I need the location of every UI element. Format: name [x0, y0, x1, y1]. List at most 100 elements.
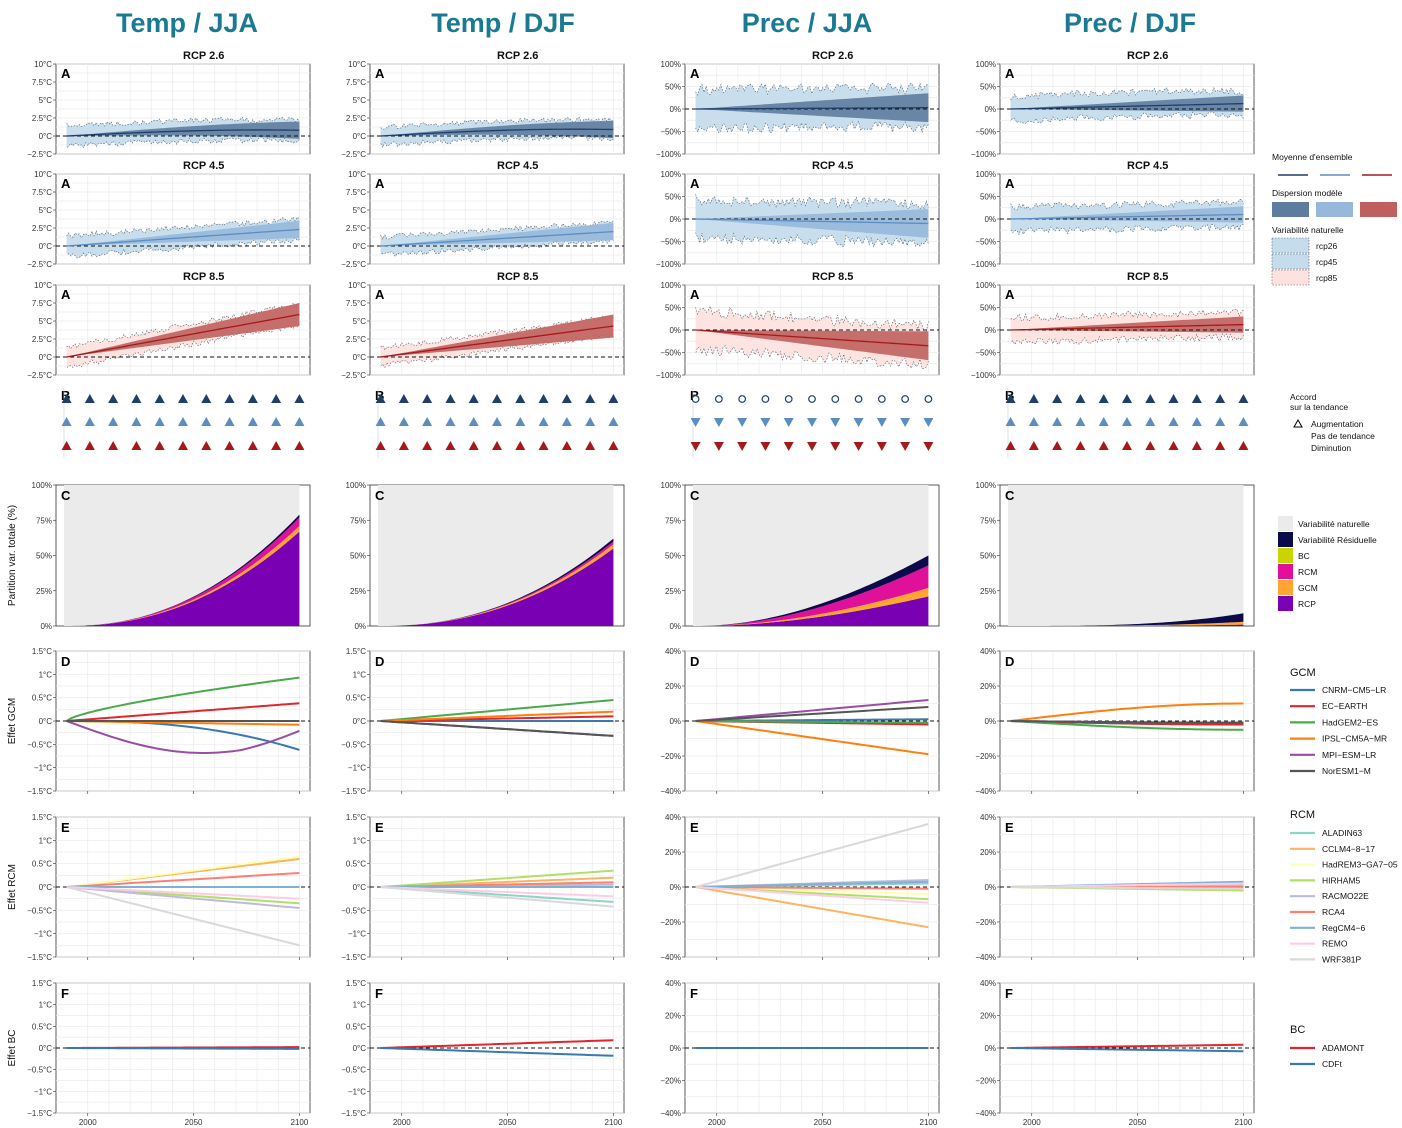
effect-line-rcm — [66, 886, 300, 900]
legend-gcm-label: CNRM−CM5−LR — [1322, 685, 1386, 695]
y-tick-label: 0% — [984, 215, 996, 224]
y-tick-label: 50% — [665, 193, 681, 202]
panel-grid: RCP 2.6 10°C 7.5°C 5°C 2.5°C 0°C −2.5°C A RCP 4.… — [7, 50, 1255, 1127]
natural-variability-lower — [66, 136, 300, 149]
y-tick-label: −50% — [660, 128, 681, 137]
y-tick-label: −0.5°C — [27, 740, 52, 749]
legend-natural-label: rcp85 — [1316, 273, 1338, 283]
effect-line-rcm — [1010, 886, 1244, 890]
legend-rcm-label: CCLM4−8−17 — [1322, 844, 1375, 854]
trend-marker-decrease — [807, 418, 817, 427]
y-tick-label: 0% — [354, 622, 366, 631]
y-tick-label: 2.5°C — [32, 114, 52, 123]
trend-marker-increase — [1005, 394, 1016, 403]
effect-line-gcm — [66, 720, 300, 754]
natural-variability-upper — [695, 305, 929, 332]
panel-letter-b: B — [375, 388, 384, 403]
trend-marker-increase — [538, 394, 549, 403]
legend-rcm-label: ALADIN63 — [1322, 828, 1362, 838]
y-tick-label: 5°C — [353, 96, 367, 105]
y-tick-label: −1.5°C — [341, 1109, 366, 1118]
y-tick-label: 40% — [665, 979, 681, 988]
y-tick-label: −40% — [660, 1109, 681, 1118]
ensemble-mean-line — [1010, 102, 1244, 110]
panel-letter-e: E — [1005, 820, 1014, 835]
panel-letter-a: A — [690, 287, 700, 302]
trend-marker-increase — [1238, 394, 1249, 403]
y-tick-label: 20% — [665, 848, 681, 857]
partition-area-rcp — [380, 548, 614, 626]
rcp-title: RCP 4.5 — [812, 160, 853, 172]
y-tick-label: 0°C — [353, 242, 367, 251]
natural-variability-lower — [380, 135, 614, 148]
trend-marker-increase — [294, 394, 305, 403]
y-tick-label: 0.5°C — [346, 694, 366, 703]
trend-marker-increase — [445, 417, 456, 426]
ensemble-mean-line — [66, 129, 300, 137]
y-tick-label: 0% — [669, 1044, 681, 1053]
trend-marker-increase — [1005, 417, 1016, 426]
panel-letter-a: A — [61, 287, 71, 302]
trend-marker-increase — [178, 394, 188, 403]
legend-dispersion-swatch — [1316, 202, 1353, 217]
y-tick-label: 5°C — [39, 317, 53, 326]
ensemble-mean-line — [380, 230, 614, 247]
rcp-title: RCP 8.5 — [183, 271, 224, 283]
y-tick-label: 1°C — [353, 670, 367, 679]
trend-marker-increase — [1098, 441, 1109, 450]
y-tick-label: −2.5°C — [27, 371, 52, 380]
trend-marker-increase — [1191, 394, 1202, 403]
y-tick-label: −1.5°C — [341, 953, 366, 962]
trend-marker-increase — [201, 417, 212, 426]
y-tick-label: 5°C — [353, 206, 367, 215]
x-tick-label: 2000 — [79, 1118, 97, 1127]
y-tick-label: 40% — [665, 813, 681, 822]
panel-letter-f: F — [375, 986, 383, 1001]
trend-marker-none — [761, 395, 770, 403]
y-tick-label: 100% — [661, 481, 681, 490]
legend-natural-swatch — [1271, 237, 1310, 254]
rcp-title: RCP 2.6 — [1127, 50, 1168, 62]
trend-marker-increase — [1075, 417, 1086, 426]
ensemble-mean-line — [380, 128, 614, 137]
y-tick-label: −2.5°C — [27, 150, 52, 159]
trend-marker-increase — [1191, 417, 1202, 426]
legend-area: Moyenne d'ensemble Dispersion modèle Varia… — [1271, 152, 1398, 1069]
ensemble-mean-line — [1010, 323, 1244, 331]
rcp-title: RCP 2.6 — [497, 50, 538, 62]
y-tick-label: 40% — [980, 979, 996, 988]
panel-letter-a: A — [690, 66, 700, 81]
rcp-title: RCP 4.5 — [1127, 160, 1168, 172]
y-tick-label: −1.5°C — [27, 953, 52, 962]
natural-variability-lower — [1010, 111, 1244, 124]
y-tick-label: −100% — [656, 371, 681, 380]
legend-partition-label: RCM — [1298, 567, 1317, 577]
y-tick-label: 0°C — [353, 132, 367, 141]
legend-natural-title: Variabilité naturelle — [1272, 225, 1344, 235]
y-tick-label: 1°C — [39, 836, 53, 845]
column-title-temp-djf: Temp / DJF — [431, 8, 575, 38]
trend-marker-increase — [247, 417, 258, 426]
y-tick-label: 20% — [665, 682, 681, 691]
natural-variability-upper — [66, 302, 300, 350]
trend-marker-increase — [178, 417, 188, 426]
panel-letter-f: F — [1005, 986, 1013, 1001]
legend-ensemble-title: Moyenne d'ensemble — [1272, 152, 1353, 162]
natural-variability-lower — [380, 237, 614, 258]
panel-letter-a: A — [61, 66, 71, 81]
y-tick-label: 50% — [665, 83, 681, 92]
y-tick-label: 1°C — [353, 836, 367, 845]
y-tick-label: 0.5°C — [346, 1022, 366, 1031]
y-axis-title-d: Effet GCM — [7, 698, 18, 745]
trend-marker-increase — [84, 441, 95, 450]
y-tick-label: 0% — [984, 105, 996, 114]
legend-trend-title: Accord — [1290, 392, 1317, 402]
natural-variability-upper — [695, 194, 929, 210]
panel-letter-a: A — [690, 176, 700, 191]
y-tick-label: 50% — [980, 552, 996, 561]
legend-trend-title: sur la tendance — [1290, 402, 1348, 412]
trend-marker-increase — [247, 394, 258, 403]
y-tick-label: 10°C — [34, 281, 52, 290]
trend-marker-increase — [445, 394, 456, 403]
trend-marker-increase — [1238, 441, 1249, 450]
